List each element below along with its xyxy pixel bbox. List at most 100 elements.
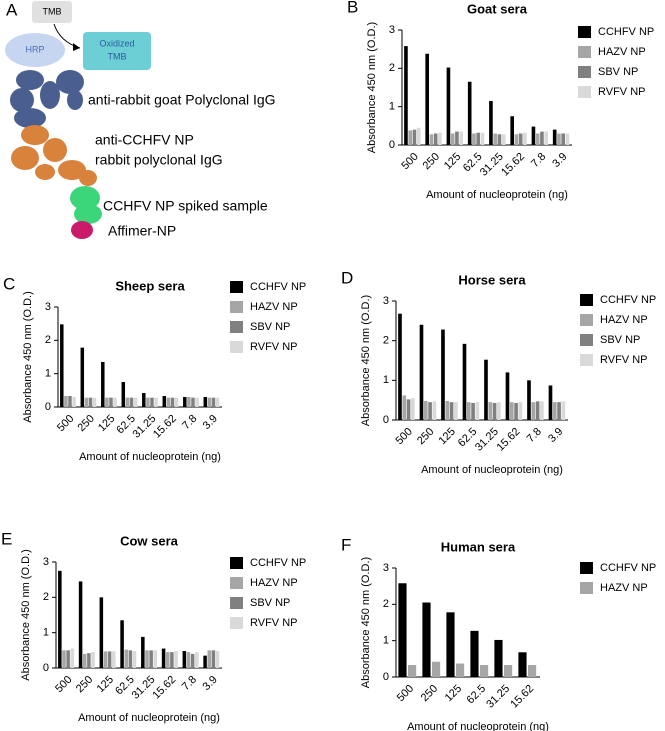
bar [78,581,83,668]
x-axis-title: Amount of nucleoprotein (ng) [421,464,563,476]
bar [531,402,536,420]
y-tick-label: 2 [389,62,395,74]
tmb-box [32,1,72,23]
x-tick-label: 125 [443,683,464,704]
bar [493,133,497,145]
x-tick-label: 15.62 [494,426,522,454]
legend-swatch [230,301,243,313]
bar [544,131,548,145]
y-tick-label: 1 [383,635,389,647]
bar [203,397,208,407]
legend-swatch [230,341,243,353]
panel-label: F [341,535,351,554]
legend-label: SBV NP [250,321,290,333]
legend-swatch [230,577,243,589]
panel-label: C [3,274,15,293]
bar [60,324,64,407]
legend-swatch [580,314,593,326]
bar [87,653,91,668]
chart-title: Human sera [441,539,516,554]
bar [494,639,503,677]
y-axis-title: Absorbance 450 nm (O.D.) [20,549,32,680]
x-tick-label: 500 [399,151,420,172]
bar [133,397,138,407]
legend-label: HAZV NP [250,577,298,589]
bar [497,134,502,145]
bar [455,131,459,145]
bar [107,651,112,668]
bar [565,133,570,145]
legend-label: RVFV NP [598,86,645,98]
x-tick-label: 250 [415,426,436,447]
bar [514,402,518,420]
bar [428,402,432,420]
bar [211,650,216,668]
bar [527,380,531,420]
bar [501,134,506,145]
bar [432,401,437,420]
chart-title: Cow sera [120,533,179,548]
bar [113,397,117,407]
bar [475,402,480,420]
x-tick-label: 15.62 [150,674,178,702]
x-axis-title: Amount of nucleoprotein (ng) [426,189,568,201]
bar [103,651,108,668]
x-tick-label: 31.25 [478,151,506,179]
bar [145,650,149,668]
rabbit-igg [11,125,97,186]
bar [402,395,407,420]
bar [561,133,565,145]
bar [101,362,105,407]
bar [488,402,493,420]
bar [504,665,513,677]
bar [466,402,471,420]
hrp-label: HRP [25,44,44,54]
bar [112,651,116,668]
bar [190,653,195,668]
bar [195,397,199,407]
y-tick-label: 0 [43,662,49,674]
chart-title: Horse sera [458,272,526,287]
bar [149,650,153,668]
x-tick-label: 125 [436,426,457,447]
bar [91,652,95,668]
y-tick-label: 3 [389,24,395,36]
bar [419,324,424,420]
x-tick-label: 500 [395,683,416,704]
y-tick-label: 2 [45,334,51,346]
legend-swatch [580,294,593,306]
bar [518,652,527,677]
x-axis-title: Amount of nucleoprotein (ng) [79,451,221,463]
bar [165,652,170,668]
bar [70,648,75,668]
y-axis-title: Absorbance 450 nm (O.D.) [360,557,372,688]
diagram-label: anti-CCHFV NP [95,132,194,148]
bar [408,665,417,677]
bar [166,397,171,407]
bar [211,397,216,407]
bar [88,397,93,407]
x-tick-label: 7.8 [180,674,199,693]
bar [58,570,62,668]
bar [84,397,89,407]
bar [207,397,212,407]
bar [462,343,467,420]
x-tick-label: 7.8 [529,151,548,170]
panel-label: A [6,0,18,19]
x-tick-label: 7.8 [180,413,199,432]
arrowhead [73,43,80,51]
bar [150,397,154,407]
legend-label: CCHFV NP [598,26,654,38]
oxidized-tmb-box [83,32,151,70]
bar [161,648,166,668]
bar [450,133,455,145]
bar [423,400,428,420]
x-tick-label: 250 [421,151,442,172]
bar [505,372,510,420]
bar [82,653,87,668]
x-tick-label: 31.25 [484,683,512,711]
y-tick-label: 2 [43,591,49,603]
legend-swatch [578,66,591,78]
bar [187,397,191,407]
